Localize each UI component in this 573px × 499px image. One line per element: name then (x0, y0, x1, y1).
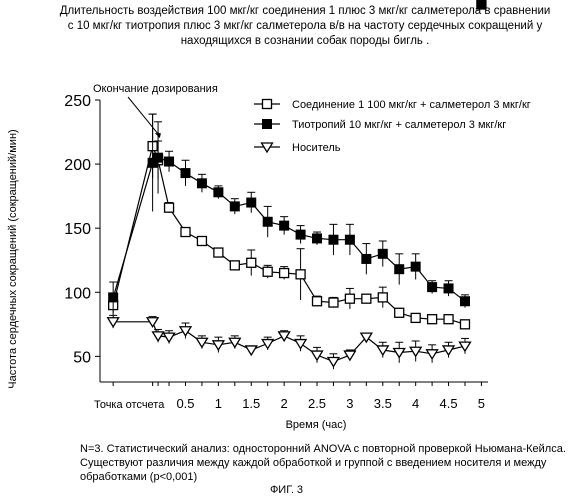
data-point-s3-12 (312, 351, 323, 360)
data-point-s2-20 (444, 284, 453, 293)
legend-marker-2 (263, 120, 272, 129)
data-point-s2-9 (263, 217, 272, 226)
y-tick-label: 50 (73, 349, 91, 366)
annotation-text: Окончание дозирования (93, 83, 218, 95)
x-tick-label: 4 (412, 396, 419, 411)
y-axis-label: Частота сердечных сокращений (сокращений… (7, 129, 19, 388)
data-point-s3-11 (295, 340, 306, 349)
data-point-s1-12 (313, 297, 322, 306)
series-line-3 (113, 322, 465, 362)
data-point-s3-14 (344, 351, 355, 360)
y-tick-label: 250 (64, 93, 91, 110)
data-point-s1-14 (345, 294, 354, 303)
y-tick-label: 150 (64, 221, 91, 238)
data-point-s1-5 (197, 237, 206, 246)
data-point-s2-8 (247, 198, 256, 207)
data-point-s2-16 (378, 249, 387, 258)
data-point-s3-13 (328, 357, 339, 366)
x-tick-label: 3 (346, 396, 353, 411)
data-point-s1-11 (296, 270, 305, 279)
x-tick-label: 4.5 (440, 396, 458, 411)
data-point-s2-6 (214, 188, 223, 197)
data-point-s1-13 (329, 298, 338, 307)
data-point-s2-17 (395, 265, 404, 274)
data-point-s2-22 (477, 0, 486, 9)
legend-label-3: Носитель (292, 142, 341, 154)
data-point-s3-19 (427, 350, 438, 359)
data-point-s1-10 (280, 269, 289, 278)
data-point-s2-13 (329, 235, 338, 244)
data-point-s1-20 (444, 315, 453, 324)
x-tick-label: Точка отсчета (94, 399, 165, 411)
data-point-s1-21 (460, 320, 469, 329)
data-point-s2-19 (428, 283, 437, 292)
legend-label-1: Соединение 1 100 мкг/кг + салметерол 3 м… (292, 99, 531, 111)
data-point-s3-8 (246, 346, 257, 355)
annotation-arrow (128, 97, 160, 136)
x-axis-label: Время (час) (286, 419, 347, 431)
data-point-s2-0 (109, 293, 118, 302)
x-tick-label: 1.5 (242, 396, 260, 411)
data-point-s1-17 (395, 308, 404, 317)
data-point-s1-15 (362, 294, 371, 303)
data-point-s1-16 (378, 293, 387, 302)
data-point-s2-15 (362, 254, 371, 263)
y-tick-label: 100 (64, 285, 91, 302)
data-point-s2-12 (313, 234, 322, 243)
y-tick-label: 200 (64, 157, 91, 174)
x-tick-label: 0.5 (176, 396, 194, 411)
data-point-s2-21 (460, 297, 469, 306)
data-point-s2-11 (296, 230, 305, 239)
footnote-line-3: обработками (p<0,001) (80, 470, 570, 484)
series-line-1 (113, 146, 465, 324)
data-point-s1-9 (263, 267, 272, 276)
data-point-s3-4 (180, 327, 191, 336)
data-point-s2-18 (411, 262, 420, 271)
data-point-s2-4 (181, 169, 190, 178)
legend-marker-1 (263, 100, 272, 109)
footnote-line-1: N=3. Статистический анализ: односторонни… (80, 442, 570, 456)
figure-label: ФИГ. 3 (0, 484, 573, 496)
data-point-s1-19 (428, 315, 437, 324)
data-point-s1-6 (214, 248, 223, 257)
x-tick-label: 3.5 (374, 396, 392, 411)
legend-label-2: Тиотропий 10 мкг/кг + салметерол 3 мкг/к… (292, 119, 506, 131)
data-point-s1-3 (165, 203, 174, 212)
footnote: N=3. Статистический анализ: односторонни… (80, 442, 570, 484)
x-tick-label: 5 (478, 396, 485, 411)
x-tick-label: 2.5 (308, 396, 326, 411)
data-point-s1-4 (181, 228, 190, 237)
data-point-s2-3 (165, 157, 174, 166)
data-point-s2-7 (230, 202, 239, 211)
data-point-s3-10 (279, 332, 290, 341)
data-point-s3-9 (262, 340, 273, 349)
data-point-s1-18 (411, 313, 420, 322)
data-point-s1-7 (230, 261, 239, 270)
x-tick-label: 2 (281, 396, 288, 411)
data-point-s3-3 (164, 333, 175, 342)
data-point-s2-5 (197, 179, 206, 188)
x-tick-label: 1 (215, 396, 222, 411)
data-point-s2-2 (154, 153, 163, 162)
data-point-s3-17 (394, 349, 405, 358)
data-point-s1-8 (247, 258, 256, 267)
data-point-s3-6 (213, 341, 224, 350)
footnote-line-2: Существуют различия между каждой обработ… (80, 456, 570, 470)
data-point-s2-14 (345, 235, 354, 244)
data-point-s2-10 (280, 221, 289, 230)
